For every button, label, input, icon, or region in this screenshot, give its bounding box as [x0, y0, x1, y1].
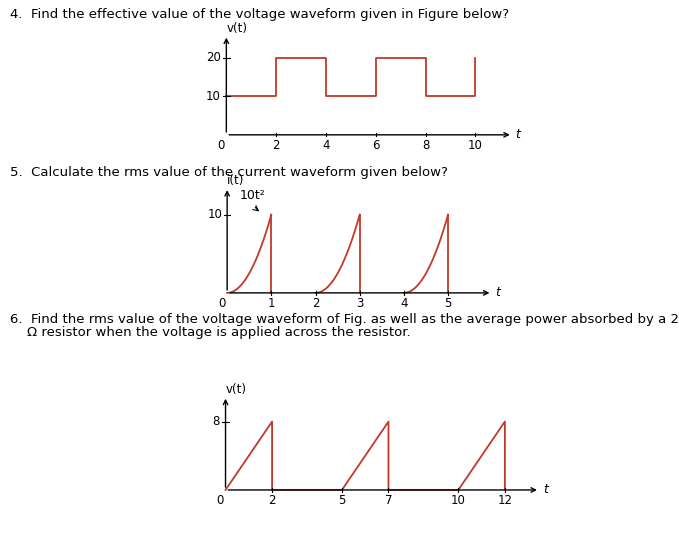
- Text: 4: 4: [400, 297, 407, 310]
- Text: 6.  Find the rms value of the voltage waveform of Fig. as well as the average po: 6. Find the rms value of the voltage wav…: [10, 313, 679, 326]
- Text: 10: 10: [207, 208, 222, 221]
- Text: 5.  Calculate the rms value of the current waveform given below?: 5. Calculate the rms value of the curren…: [10, 166, 448, 179]
- Text: t: t: [515, 128, 521, 141]
- Text: 3: 3: [356, 297, 363, 310]
- Text: 4.  Find the effective value of the voltage waveform given in Figure below?: 4. Find the effective value of the volta…: [10, 8, 509, 21]
- Text: 4: 4: [322, 139, 330, 152]
- Text: 10: 10: [206, 90, 221, 103]
- Text: 2: 2: [312, 297, 319, 310]
- Text: 5: 5: [338, 494, 346, 507]
- Text: 0: 0: [218, 297, 225, 310]
- Text: 2: 2: [272, 139, 280, 152]
- Text: 5: 5: [444, 297, 452, 310]
- Text: 10: 10: [468, 139, 483, 152]
- Text: 2: 2: [268, 494, 276, 507]
- Text: 10t²: 10t²: [240, 189, 265, 211]
- Text: t: t: [495, 286, 500, 300]
- Text: 8: 8: [213, 415, 220, 428]
- Text: 7: 7: [385, 494, 392, 507]
- Text: i(t): i(t): [227, 174, 244, 187]
- Text: 1: 1: [268, 297, 275, 310]
- Text: 8: 8: [422, 139, 429, 152]
- Text: 6: 6: [372, 139, 380, 152]
- Text: 0: 0: [216, 494, 223, 507]
- Text: 0: 0: [217, 139, 225, 152]
- Text: 10: 10: [451, 494, 466, 507]
- Text: Ω resistor when the voltage is applied across the resistor.: Ω resistor when the voltage is applied a…: [10, 326, 411, 339]
- Text: 12: 12: [498, 494, 513, 507]
- Text: 20: 20: [206, 51, 221, 64]
- Text: t: t: [543, 484, 548, 496]
- Text: v(t): v(t): [226, 22, 247, 35]
- Text: v(t): v(t): [225, 383, 246, 396]
